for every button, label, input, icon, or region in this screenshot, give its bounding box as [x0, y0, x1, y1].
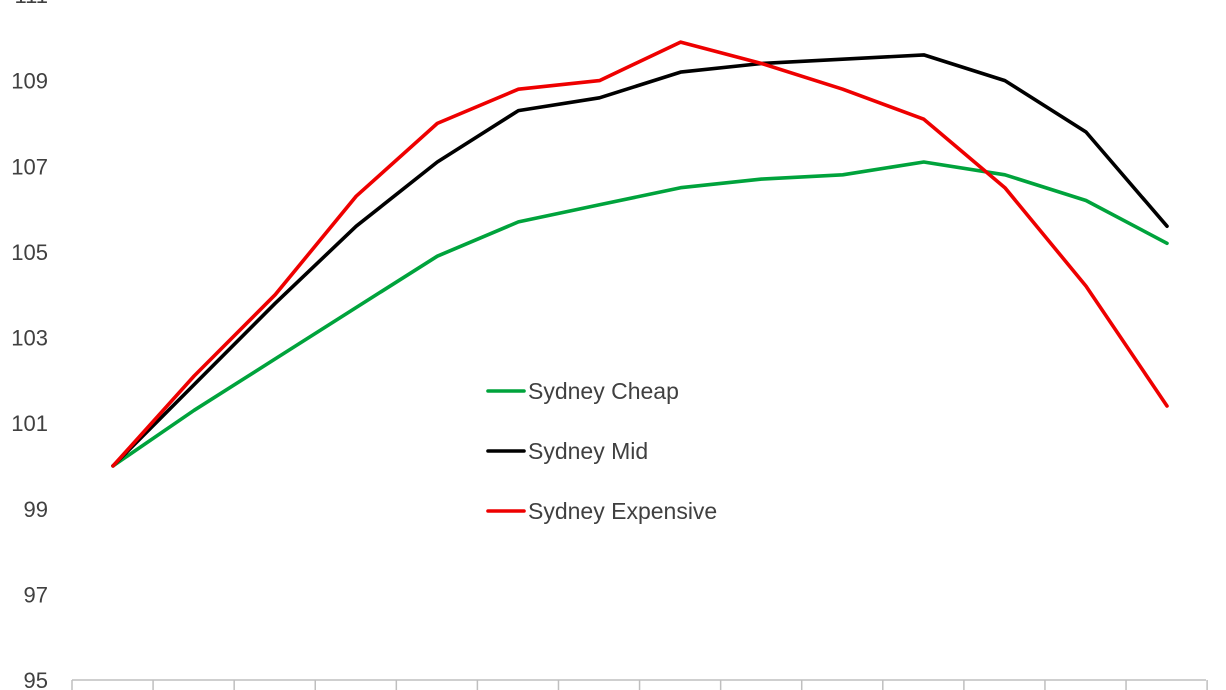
- y-axis-tick-labels: 95 97 99 101 103 105 107 109 111: [11, 0, 48, 690]
- legend: Sydney Cheap Sydney Mid Sydney Expensive: [486, 378, 717, 524]
- series-lines: [111, 40, 1169, 468]
- y-tick-label: 97: [24, 582, 48, 607]
- series-line-sydney-cheap: [111, 160, 1169, 468]
- series-line-sydney-expensive: [111, 40, 1169, 468]
- y-tick-label: 103: [11, 326, 48, 351]
- y-tick-label: 101: [11, 411, 48, 436]
- y-tick-label: 105: [11, 240, 48, 265]
- series-line-sydney-mid: [111, 53, 1169, 468]
- x-axis: [71, 679, 1208, 690]
- legend-label-sydney-cheap: Sydney Cheap: [528, 378, 679, 404]
- legend-label-sydney-expensive: Sydney Expensive: [528, 498, 717, 524]
- y-tick-label: 95: [24, 668, 48, 690]
- y-tick-label: 109: [11, 69, 48, 94]
- y-tick-label: 107: [11, 154, 48, 179]
- y-tick-label: 99: [24, 497, 48, 522]
- legend-label-sydney-mid: Sydney Mid: [528, 438, 648, 464]
- y-tick-label: 111: [15, 0, 48, 8]
